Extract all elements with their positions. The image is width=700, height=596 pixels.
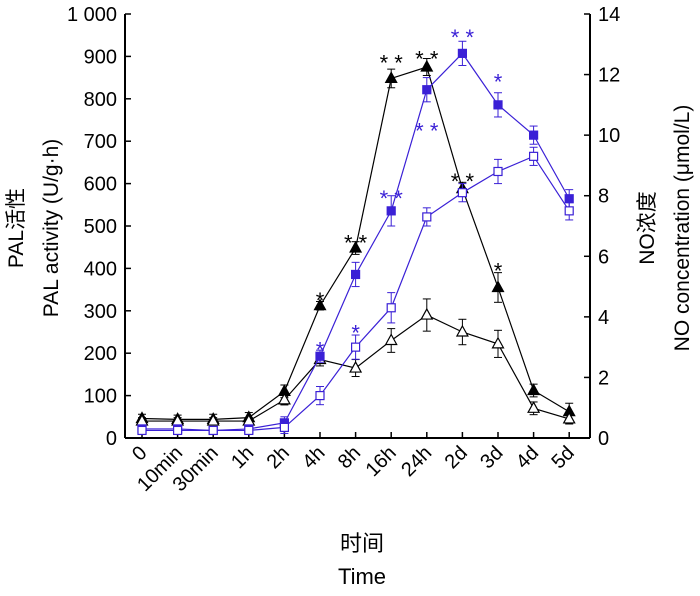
x-tick-label: 1h bbox=[227, 442, 258, 473]
pal-control-point bbox=[527, 401, 541, 413]
significance-marker: * * bbox=[380, 186, 404, 211]
left-tick-label: 100 bbox=[84, 386, 117, 408]
no-control-point bbox=[351, 342, 361, 352]
no-control-point bbox=[528, 151, 539, 161]
pal-control-point bbox=[420, 307, 434, 320]
left-tick-label: 1 000 bbox=[67, 4, 117, 26]
no-control-point bbox=[457, 188, 467, 198]
no-control-point bbox=[386, 303, 396, 313]
left-tick-label: 600 bbox=[84, 174, 117, 196]
right-axis-label-en: NO concentration (μmol/L) bbox=[671, 105, 694, 352]
significance-marker: * bbox=[316, 338, 325, 363]
significance-marker: * * bbox=[451, 25, 475, 50]
pal-control-point bbox=[491, 336, 505, 349]
no-control-point bbox=[244, 425, 254, 436]
right-tick-label: 0 bbox=[598, 428, 609, 450]
no-control-point bbox=[173, 425, 183, 436]
left-tick-label: 0 bbox=[106, 428, 117, 450]
no-control-point bbox=[315, 391, 325, 401]
plot-frame bbox=[124, 14, 591, 439]
no-treated-point bbox=[422, 85, 432, 95]
left-tick-label: 900 bbox=[84, 46, 117, 68]
left-tick-label: 800 bbox=[84, 89, 117, 111]
significance-marker: * * bbox=[380, 51, 404, 76]
no-treated-point bbox=[386, 206, 396, 216]
x-tick-label: 2h bbox=[263, 442, 294, 473]
right-tick-label: 14 bbox=[598, 4, 620, 26]
left-tick-label: 500 bbox=[84, 216, 117, 238]
significance-marker: * bbox=[316, 288, 325, 313]
no-treated-point bbox=[528, 130, 539, 140]
pal-control-point bbox=[455, 324, 469, 337]
no-control-point bbox=[493, 166, 503, 177]
left-axis-ticks: 0 100 200 300 400 500 600 700 800 900 1 000 bbox=[67, 4, 131, 450]
no-treated-point bbox=[315, 351, 325, 361]
pal-treated-point bbox=[527, 383, 541, 396]
x-tick-label: 0 bbox=[128, 442, 151, 465]
x-tick-label: 3d bbox=[476, 442, 507, 473]
x-tick-label: 4h bbox=[298, 442, 329, 473]
right-tick-label: 2 bbox=[598, 367, 609, 389]
pal-treated-point bbox=[384, 71, 398, 84]
right-tick-label: 8 bbox=[598, 186, 609, 208]
x-axis-label-en: Time bbox=[338, 564, 386, 589]
pal-control-point bbox=[349, 360, 363, 373]
significance-marker: * bbox=[494, 70, 503, 95]
right-axis-ticks: 0 2 4 6 8 10 12 14 bbox=[584, 4, 620, 450]
significance-marker: * * bbox=[415, 46, 439, 71]
no-control-point bbox=[208, 425, 218, 436]
significance-marker: * bbox=[351, 321, 360, 346]
x-tick-label: 2d bbox=[441, 442, 472, 473]
no-treated-point bbox=[493, 100, 503, 110]
right-tick-label: 6 bbox=[598, 246, 609, 268]
x-tick-label: 16h bbox=[362, 442, 401, 481]
right-tick-label: 12 bbox=[598, 65, 620, 87]
x-tick-label: 4d bbox=[512, 442, 543, 473]
left-axis-label-en: PAL activity (U/g·h) bbox=[40, 139, 63, 318]
pal-control-point bbox=[562, 411, 576, 424]
pal-treated-point bbox=[349, 240, 363, 253]
pal-treated-point bbox=[420, 59, 434, 72]
left-tick-label: 400 bbox=[84, 258, 117, 280]
no-treated-point bbox=[457, 48, 467, 58]
annotation-layer: * * * * * * * * * * * * * * * * * * * bbox=[316, 25, 503, 362]
x-axis-label-cn: 时间 bbox=[340, 531, 384, 556]
significance-marker: * * bbox=[344, 231, 368, 256]
no-control-point bbox=[137, 425, 147, 436]
right-tick-label: 10 bbox=[598, 125, 620, 147]
no-control-point bbox=[279, 422, 289, 432]
x-tick-label: 5d bbox=[547, 442, 578, 473]
no-control-point bbox=[564, 206, 574, 216]
left-tick-label: 700 bbox=[84, 131, 117, 153]
left-axis-label-cn: PAL活性 bbox=[5, 188, 28, 268]
x-tick-label: 24h bbox=[397, 442, 436, 481]
pal-control-point bbox=[277, 392, 291, 405]
no-control-point bbox=[422, 212, 432, 222]
no-treated-point bbox=[351, 269, 361, 280]
left-tick-label: 200 bbox=[84, 343, 117, 365]
significance-marker: * * bbox=[415, 118, 439, 143]
pal-control-point bbox=[384, 333, 398, 346]
pal-treated-point bbox=[313, 298, 327, 311]
right-axis-label-cn: NO浓度 bbox=[636, 191, 659, 265]
significance-marker: * bbox=[494, 258, 503, 283]
series-layer bbox=[135, 40, 576, 436]
right-tick-label: 4 bbox=[598, 307, 609, 329]
no-control-line bbox=[142, 155, 570, 432]
pal-treated-point bbox=[491, 280, 505, 293]
left-tick-label: 300 bbox=[84, 301, 117, 323]
significance-marker: * * bbox=[451, 169, 475, 194]
x-tick-label: 8h bbox=[334, 442, 365, 473]
pal-control-point bbox=[206, 413, 220, 426]
